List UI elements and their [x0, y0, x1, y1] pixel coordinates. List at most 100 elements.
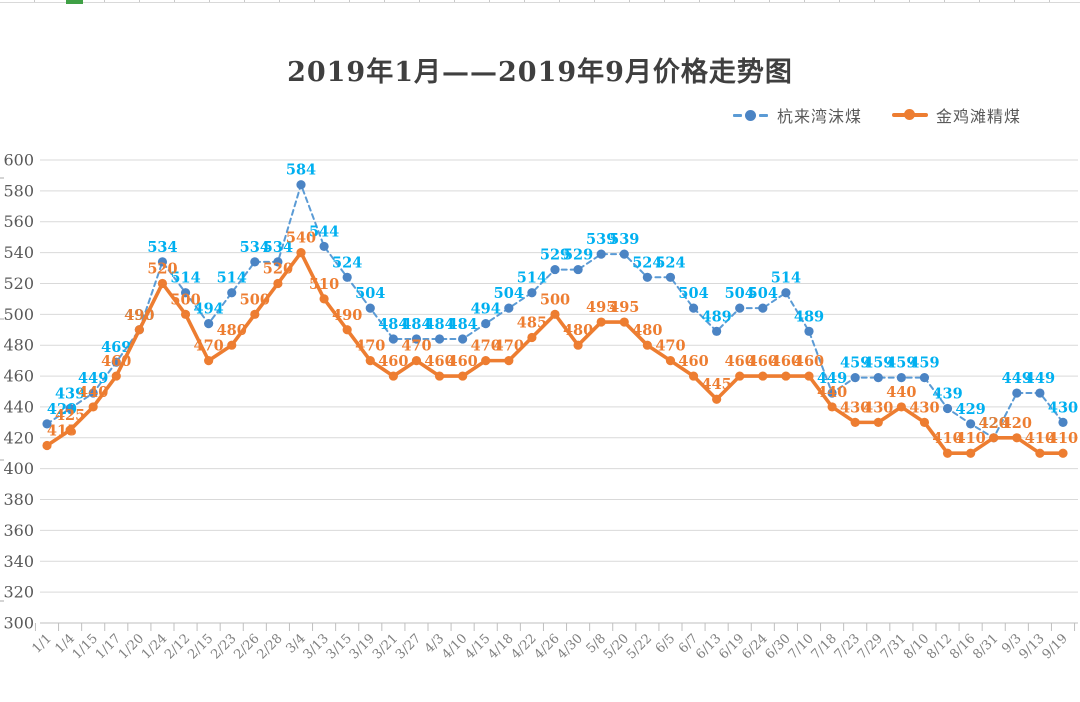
- selection-handle[interactable]: [66, 0, 83, 4]
- data-point-marker[interactable]: [804, 326, 814, 336]
- data-point-marker[interactable]: [712, 326, 722, 336]
- data-point-marker[interactable]: [735, 371, 745, 381]
- legend-item-jinjitan[interactable]: 金鸡滩精煤: [892, 103, 1021, 127]
- data-point-marker[interactable]: [250, 257, 260, 267]
- data-point-marker[interactable]: [850, 373, 860, 383]
- data-point-label: 439: [932, 385, 962, 402]
- data-point-marker[interactable]: [596, 317, 606, 327]
- data-point-label: 429: [955, 401, 985, 418]
- data-point-marker[interactable]: [204, 356, 214, 366]
- data-point-marker[interactable]: [1012, 388, 1022, 398]
- data-point-marker[interactable]: [273, 257, 283, 267]
- data-point-marker[interactable]: [365, 356, 375, 366]
- x-axis-label: 1/24: [139, 631, 170, 662]
- data-point-marker[interactable]: [388, 371, 398, 381]
- data-point-marker[interactable]: [157, 257, 168, 267]
- data-point-marker[interactable]: [88, 388, 98, 398]
- data-point-marker[interactable]: [735, 303, 745, 313]
- data-point-marker[interactable]: [227, 340, 237, 350]
- data-point-marker[interactable]: [896, 402, 906, 412]
- data-point-marker[interactable]: [1012, 433, 1022, 443]
- data-point-marker[interactable]: [850, 417, 860, 427]
- data-point-marker[interactable]: [966, 419, 976, 429]
- data-point-marker[interactable]: [111, 371, 121, 381]
- data-point-marker[interactable]: [434, 371, 445, 381]
- data-point-marker[interactable]: [642, 340, 652, 350]
- data-point-marker[interactable]: [919, 417, 930, 427]
- data-point-marker[interactable]: [180, 288, 191, 298]
- data-point-marker[interactable]: [665, 356, 676, 366]
- data-point-marker[interactable]: [1035, 388, 1045, 398]
- data-point-marker[interactable]: [65, 403, 75, 414]
- data-point-marker[interactable]: [388, 334, 398, 344]
- data-point-marker[interactable]: [781, 288, 791, 298]
- data-point-marker[interactable]: [204, 318, 214, 329]
- data-point-marker[interactable]: [434, 334, 445, 344]
- data-point-marker[interactable]: [65, 425, 75, 435]
- data-point-marker[interactable]: [596, 249, 606, 259]
- data-point-marker[interactable]: [227, 288, 237, 298]
- data-point-marker[interactable]: [619, 249, 629, 259]
- data-point-marker[interactable]: [504, 303, 514, 313]
- data-point-marker[interactable]: [665, 272, 676, 282]
- data-point-marker[interactable]: [688, 371, 699, 381]
- data-point-marker[interactable]: [827, 402, 837, 412]
- data-point-marker[interactable]: [296, 248, 306, 258]
- data-point-marker[interactable]: [1058, 448, 1068, 458]
- data-point-marker[interactable]: [88, 402, 98, 412]
- data-point-marker[interactable]: [157, 278, 168, 289]
- data-point-marker[interactable]: [180, 309, 191, 319]
- data-point-marker[interactable]: [573, 340, 583, 350]
- data-point-marker[interactable]: [134, 325, 144, 335]
- data-point-marker[interactable]: [411, 334, 422, 344]
- data-point-marker[interactable]: [942, 403, 953, 414]
- data-point-marker[interactable]: [411, 356, 422, 366]
- data-point-marker[interactable]: [481, 356, 491, 366]
- data-point-marker[interactable]: [712, 394, 722, 404]
- data-point-label: 480: [563, 322, 593, 339]
- data-point-marker[interactable]: [989, 433, 999, 443]
- data-point-label: 460: [678, 353, 708, 370]
- data-point-marker[interactable]: [804, 371, 814, 381]
- data-point-label: 544: [309, 223, 339, 240]
- x-axis-label: 7/23: [832, 631, 863, 662]
- data-point-marker[interactable]: [873, 373, 883, 383]
- data-point-marker[interactable]: [296, 180, 306, 190]
- data-point-marker[interactable]: [342, 272, 352, 282]
- data-point-marker[interactable]: [527, 332, 537, 343]
- legend-item-hanglaiwan[interactable]: 杭来湾沫煤: [733, 103, 862, 127]
- data-point-marker[interactable]: [642, 272, 652, 282]
- data-point-marker[interactable]: [688, 303, 699, 313]
- data-point-marker[interactable]: [781, 371, 791, 381]
- data-point-marker[interactable]: [827, 388, 837, 398]
- data-point-marker[interactable]: [365, 303, 375, 313]
- chart-title[interactable]: 2019年1月——2019年9月价格走势图: [287, 57, 793, 88]
- data-point-marker[interactable]: [573, 264, 583, 275]
- data-point-marker[interactable]: [550, 309, 560, 319]
- data-point-marker[interactable]: [619, 317, 629, 327]
- data-point-marker[interactable]: [919, 373, 930, 383]
- data-point-marker[interactable]: [504, 356, 514, 366]
- data-point-marker[interactable]: [942, 448, 953, 458]
- data-point-marker[interactable]: [966, 448, 976, 458]
- data-point-marker[interactable]: [458, 334, 468, 344]
- data-point-marker[interactable]: [873, 417, 883, 427]
- data-point-marker[interactable]: [758, 371, 768, 381]
- data-point-marker[interactable]: [319, 241, 329, 252]
- data-point-marker[interactable]: [111, 357, 121, 367]
- data-point-marker[interactable]: [273, 278, 283, 289]
- data-point-marker[interactable]: [458, 371, 468, 381]
- data-point-marker[interactable]: [896, 373, 906, 383]
- data-point-marker[interactable]: [250, 309, 260, 319]
- data-point-marker[interactable]: [550, 264, 560, 275]
- data-point-marker[interactable]: [1058, 417, 1068, 427]
- data-point-marker[interactable]: [342, 325, 352, 335]
- data-point-marker[interactable]: [758, 303, 768, 313]
- data-point-marker[interactable]: [42, 440, 52, 451]
- data-point-marker[interactable]: [527, 288, 537, 298]
- data-point-marker[interactable]: [1035, 448, 1045, 458]
- data-point-marker[interactable]: [481, 318, 491, 329]
- data-point-marker[interactable]: [319, 294, 329, 304]
- data-point-marker[interactable]: [42, 419, 52, 429]
